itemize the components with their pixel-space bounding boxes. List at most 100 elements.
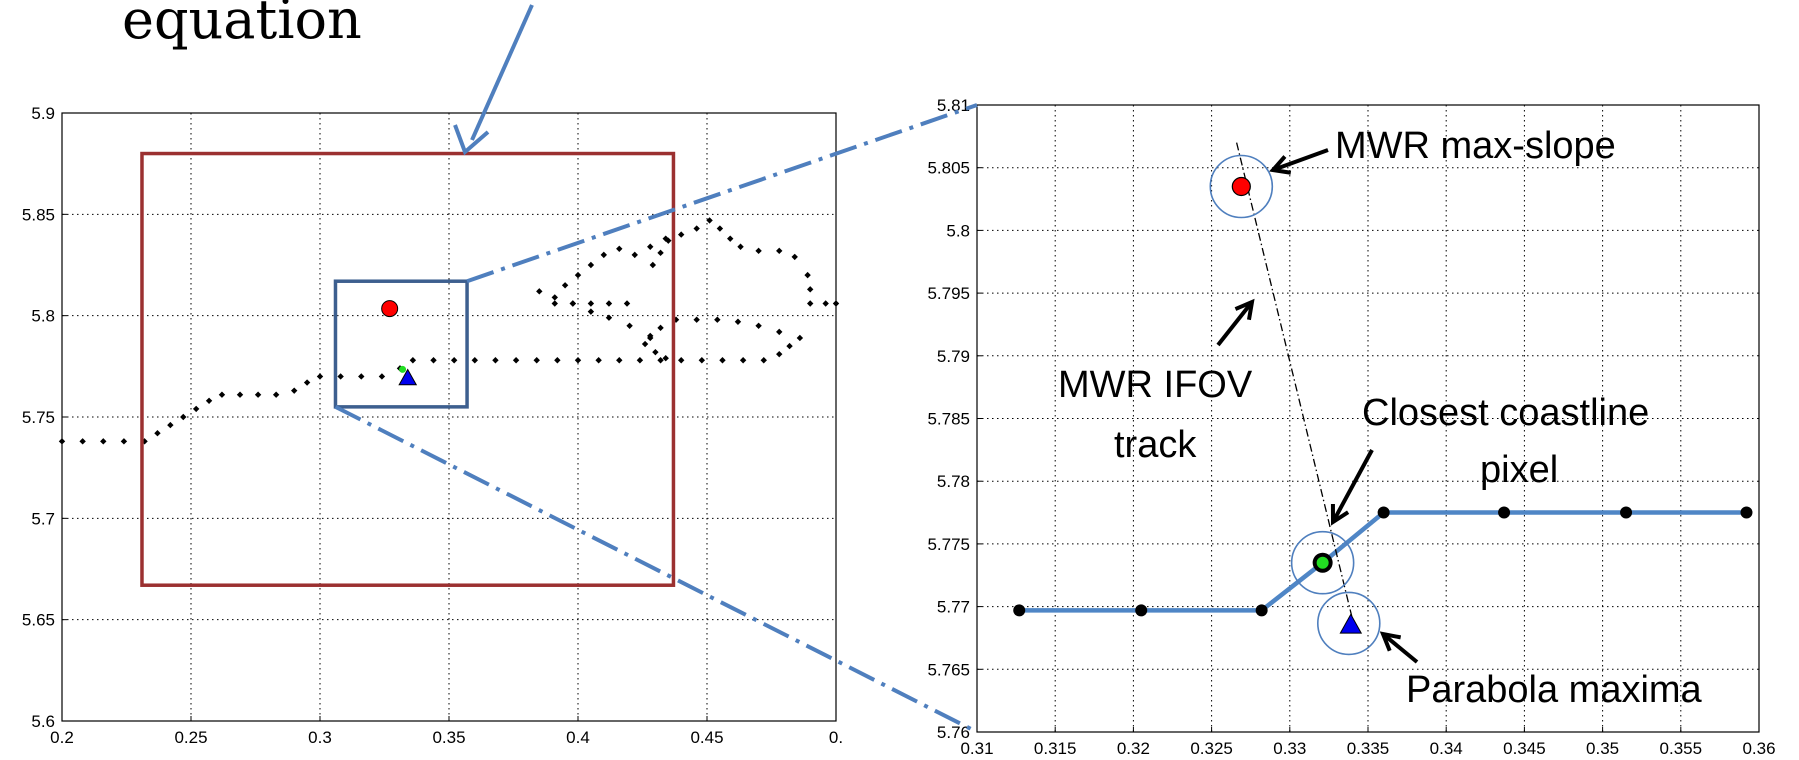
ifov-arrow-head (1234, 298, 1255, 321)
left-coastline-point (337, 373, 344, 380)
left-x-tick-label: 0.45 (690, 728, 723, 747)
coastline-fit-line (1019, 510, 1747, 613)
left-coastline-point (192, 405, 200, 413)
left-coastline-point (649, 261, 657, 269)
left-coastline-point (776, 350, 783, 358)
left-coastline-point (205, 397, 213, 404)
left-coastline-point (657, 357, 664, 364)
right-coastline-point (1377, 506, 1390, 519)
left-coastline-point (657, 249, 664, 257)
right-x-tick-label: 0.345 (1503, 739, 1546, 758)
left-x-tick-label: 0.35 (432, 728, 465, 747)
left-axes-frame (61, 112, 837, 722)
left-coastline-point (471, 357, 478, 364)
parabola-arrow-head (1379, 631, 1402, 652)
left-coastline-point (804, 271, 811, 279)
left-coastline-point (272, 391, 280, 398)
right-x-tick-label: 0.355 (1660, 739, 1703, 758)
left-y-tick-label: 5.85 (22, 205, 55, 224)
parabola-arrow-shaft (1381, 632, 1419, 664)
left-plot: 0.2 0.25 0.3 0.35 0.4 0.45 0. 5.6 5.65 5.7 5.75 5.8… (22, 104, 843, 747)
left-parabola-max-point (398, 368, 418, 386)
left-x-tick-label: 0.2 (50, 728, 74, 747)
max-slope-arrow-head (1269, 155, 1292, 175)
left-coastline-point (574, 357, 582, 364)
annotation-parabola: Parabola maxima (1406, 669, 1703, 711)
right-parabola-max-point (1339, 613, 1363, 634)
overlay (334, 4, 1419, 734)
right-y-tick-label: 5.77 (937, 598, 970, 617)
left-coastline-point (574, 271, 582, 279)
left-coastline-point (605, 314, 613, 321)
annotation-ifov-line1: MWR IFOV (1058, 364, 1253, 406)
left-closest-pixel-point (399, 365, 407, 373)
right-y-tick-label: 5.78 (937, 472, 970, 491)
left-coastline-point (636, 357, 644, 364)
left-coastline-point (714, 316, 721, 323)
left-coastline-point (236, 391, 244, 398)
right-y-tick-label: 5.81 (937, 96, 970, 115)
left-coastline-point (623, 300, 631, 307)
left-coastline-point (430, 357, 437, 364)
right-x-tick-label: 0.33 (1273, 739, 1306, 758)
right-closest-pixel-point (1316, 556, 1329, 569)
left-coastline-point (587, 300, 595, 307)
left-y-tick-label: 5.8 (31, 307, 55, 326)
left-coastline-point (832, 300, 840, 307)
connector-line-bottom (334, 405, 978, 734)
left-x-tick-label: 0. (829, 728, 843, 747)
left-coastline-point (786, 342, 793, 350)
left-coastline-point (665, 237, 672, 244)
left-coastline-point (641, 340, 649, 348)
left-y-tick-label: 5.9 (31, 104, 55, 123)
left-coastline-point (698, 357, 706, 364)
right-y-tick-label: 5.805 (927, 159, 970, 178)
left-coastline-point (734, 318, 742, 325)
left-coastline-point (662, 355, 669, 362)
left-coastline-point (796, 334, 804, 342)
right-x-tick-label: 0.325 (1190, 739, 1233, 758)
connector-line-top (466, 103, 978, 284)
right-coastline-point (1135, 604, 1148, 617)
left-coastline-point (533, 357, 540, 364)
left-coastline-point (626, 322, 633, 329)
left-coastline-point (616, 245, 623, 252)
left-coastline-point (303, 379, 311, 386)
left-coastline-point (693, 225, 700, 232)
left-coastline-point (120, 438, 128, 445)
left-coastline-point (647, 332, 654, 340)
left-coastline-point (492, 357, 499, 364)
left-coastline-point (450, 357, 458, 364)
left-coastline-point (561, 282, 569, 289)
left-coastline-point (631, 251, 638, 259)
right-x-tick-label: 0.335 (1347, 739, 1390, 758)
left-coastline-point (807, 286, 814, 293)
right-coastline-point (1498, 506, 1511, 519)
left-coastline-point (569, 300, 577, 307)
inset-region-box (333, 279, 469, 409)
right-max-slope-point (1231, 176, 1251, 197)
right-y-tick-label: 5.785 (927, 410, 970, 429)
max-slope-arrow-shaft (1272, 148, 1329, 172)
left-coastline-point (791, 253, 798, 261)
closest-pixel-highlight-circle (1290, 530, 1355, 595)
left-coastline-point (600, 251, 607, 259)
left-coastline-point (154, 430, 161, 437)
left-coastline-point (822, 300, 829, 307)
left-coastline-point (727, 235, 734, 242)
left-coastline-point (551, 300, 558, 307)
left-coastline-point (776, 328, 783, 336)
right-coastline-point (1740, 506, 1753, 519)
right-coastline-point (1013, 604, 1026, 617)
left-coastline-point (291, 387, 298, 394)
right-y-tick-label: 5.765 (927, 660, 970, 679)
left-max-slope-point (381, 300, 399, 318)
left-coastline-point (776, 247, 783, 255)
right-x-tick-label: 0.34 (1430, 739, 1463, 758)
left-coastline-point (737, 243, 744, 250)
annotation-closest-line1: Closest coastline (1362, 392, 1649, 434)
left-coastline-point (807, 300, 814, 307)
left-coastline-point (554, 357, 561, 364)
left-coastline-point (587, 308, 595, 315)
